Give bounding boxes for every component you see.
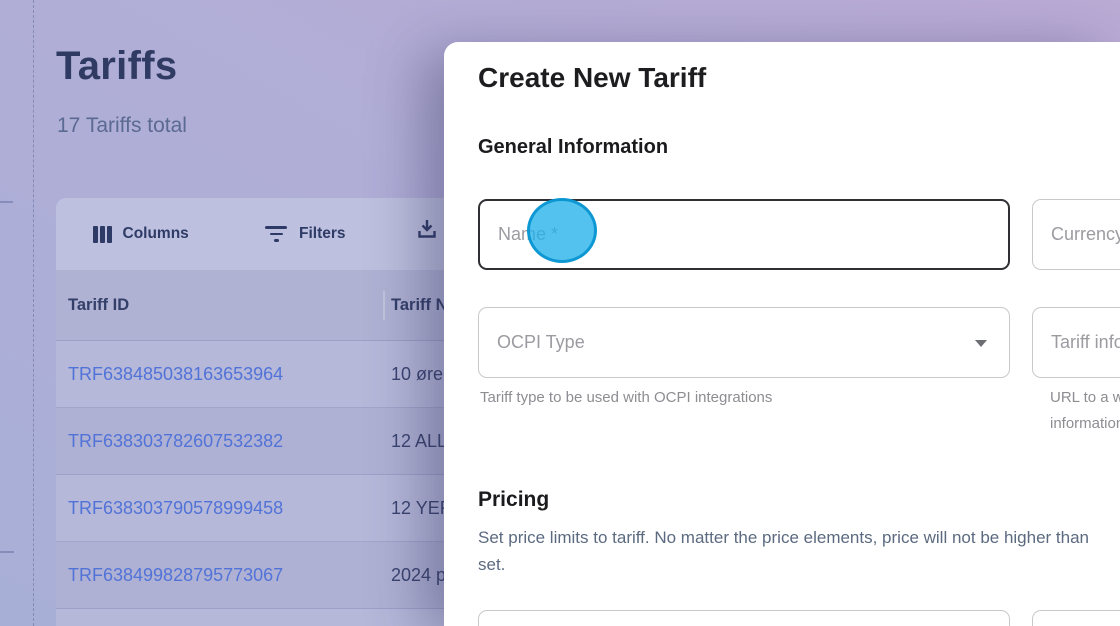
- click-highlight-circle: [527, 198, 597, 263]
- left-edge-tick: [0, 551, 14, 553]
- filter-icon: [264, 226, 288, 242]
- chevron-down-icon: [975, 340, 987, 347]
- column-divider: [383, 291, 385, 320]
- download-icon: [418, 220, 436, 238]
- left-edge-tick: [0, 201, 13, 203]
- create-tariff-modal: Create New Tariff General Information OC…: [444, 42, 1120, 626]
- tariff-info-url-input[interactable]: [1032, 307, 1120, 378]
- pricing-description-line1: Set price limits to tariff. No matter th…: [478, 528, 1090, 547]
- page-title: Tariffs: [56, 44, 178, 88]
- tariff-id-link[interactable]: TRF638485038163653964: [68, 364, 284, 384]
- tariff-info-helper-line1: URL to a web: [1050, 389, 1120, 406]
- tariffs-count-subtitle: 17 Tariffs total: [57, 114, 187, 137]
- pricing-description-line2: set.: [478, 555, 506, 574]
- tariff-id-link[interactable]: TRF638303790578999458: [68, 498, 284, 518]
- tariff-name-cell: 12 YER: [391, 498, 453, 518]
- columns-button[interactable]: Columns: [93, 198, 189, 270]
- tariff-name-cell: 10 øre: [391, 364, 444, 384]
- price-limit-field[interactable]: [1032, 610, 1120, 626]
- modal-title: Create New Tariff: [478, 62, 707, 93]
- export-button[interactable]: [416, 217, 438, 241]
- ocpi-type-select[interactable]: OCPI Type: [478, 307, 1010, 378]
- pricing-heading: Pricing: [478, 488, 550, 511]
- filters-button-label: Filters: [299, 225, 346, 242]
- columns-button-label: Columns: [122, 225, 189, 242]
- tariff-id-link[interactable]: TRF638303782607532382: [68, 431, 284, 451]
- currency-input[interactable]: [1032, 199, 1120, 270]
- tariff-name-cell: 2024 p: [391, 565, 447, 585]
- tariff-info-helper-line2: information: [1050, 415, 1120, 432]
- general-information-heading: General Information: [478, 136, 669, 158]
- filters-button[interactable]: Filters: [264, 198, 346, 270]
- column-header-tariff-id[interactable]: Tariff ID: [68, 296, 130, 314]
- ocpi-type-select-label: OCPI Type: [497, 332, 585, 352]
- ocpi-type-helper-text: Tariff type to be used with OCPI integra…: [480, 389, 773, 406]
- price-limit-field[interactable]: [478, 610, 1010, 626]
- tariff-name-cell: 12 ALL: [391, 431, 448, 451]
- sidebar-divider-dashed: [33, 0, 34, 626]
- tariff-id-link[interactable]: TRF638499828795773067: [68, 565, 284, 585]
- columns-icon: [93, 225, 112, 243]
